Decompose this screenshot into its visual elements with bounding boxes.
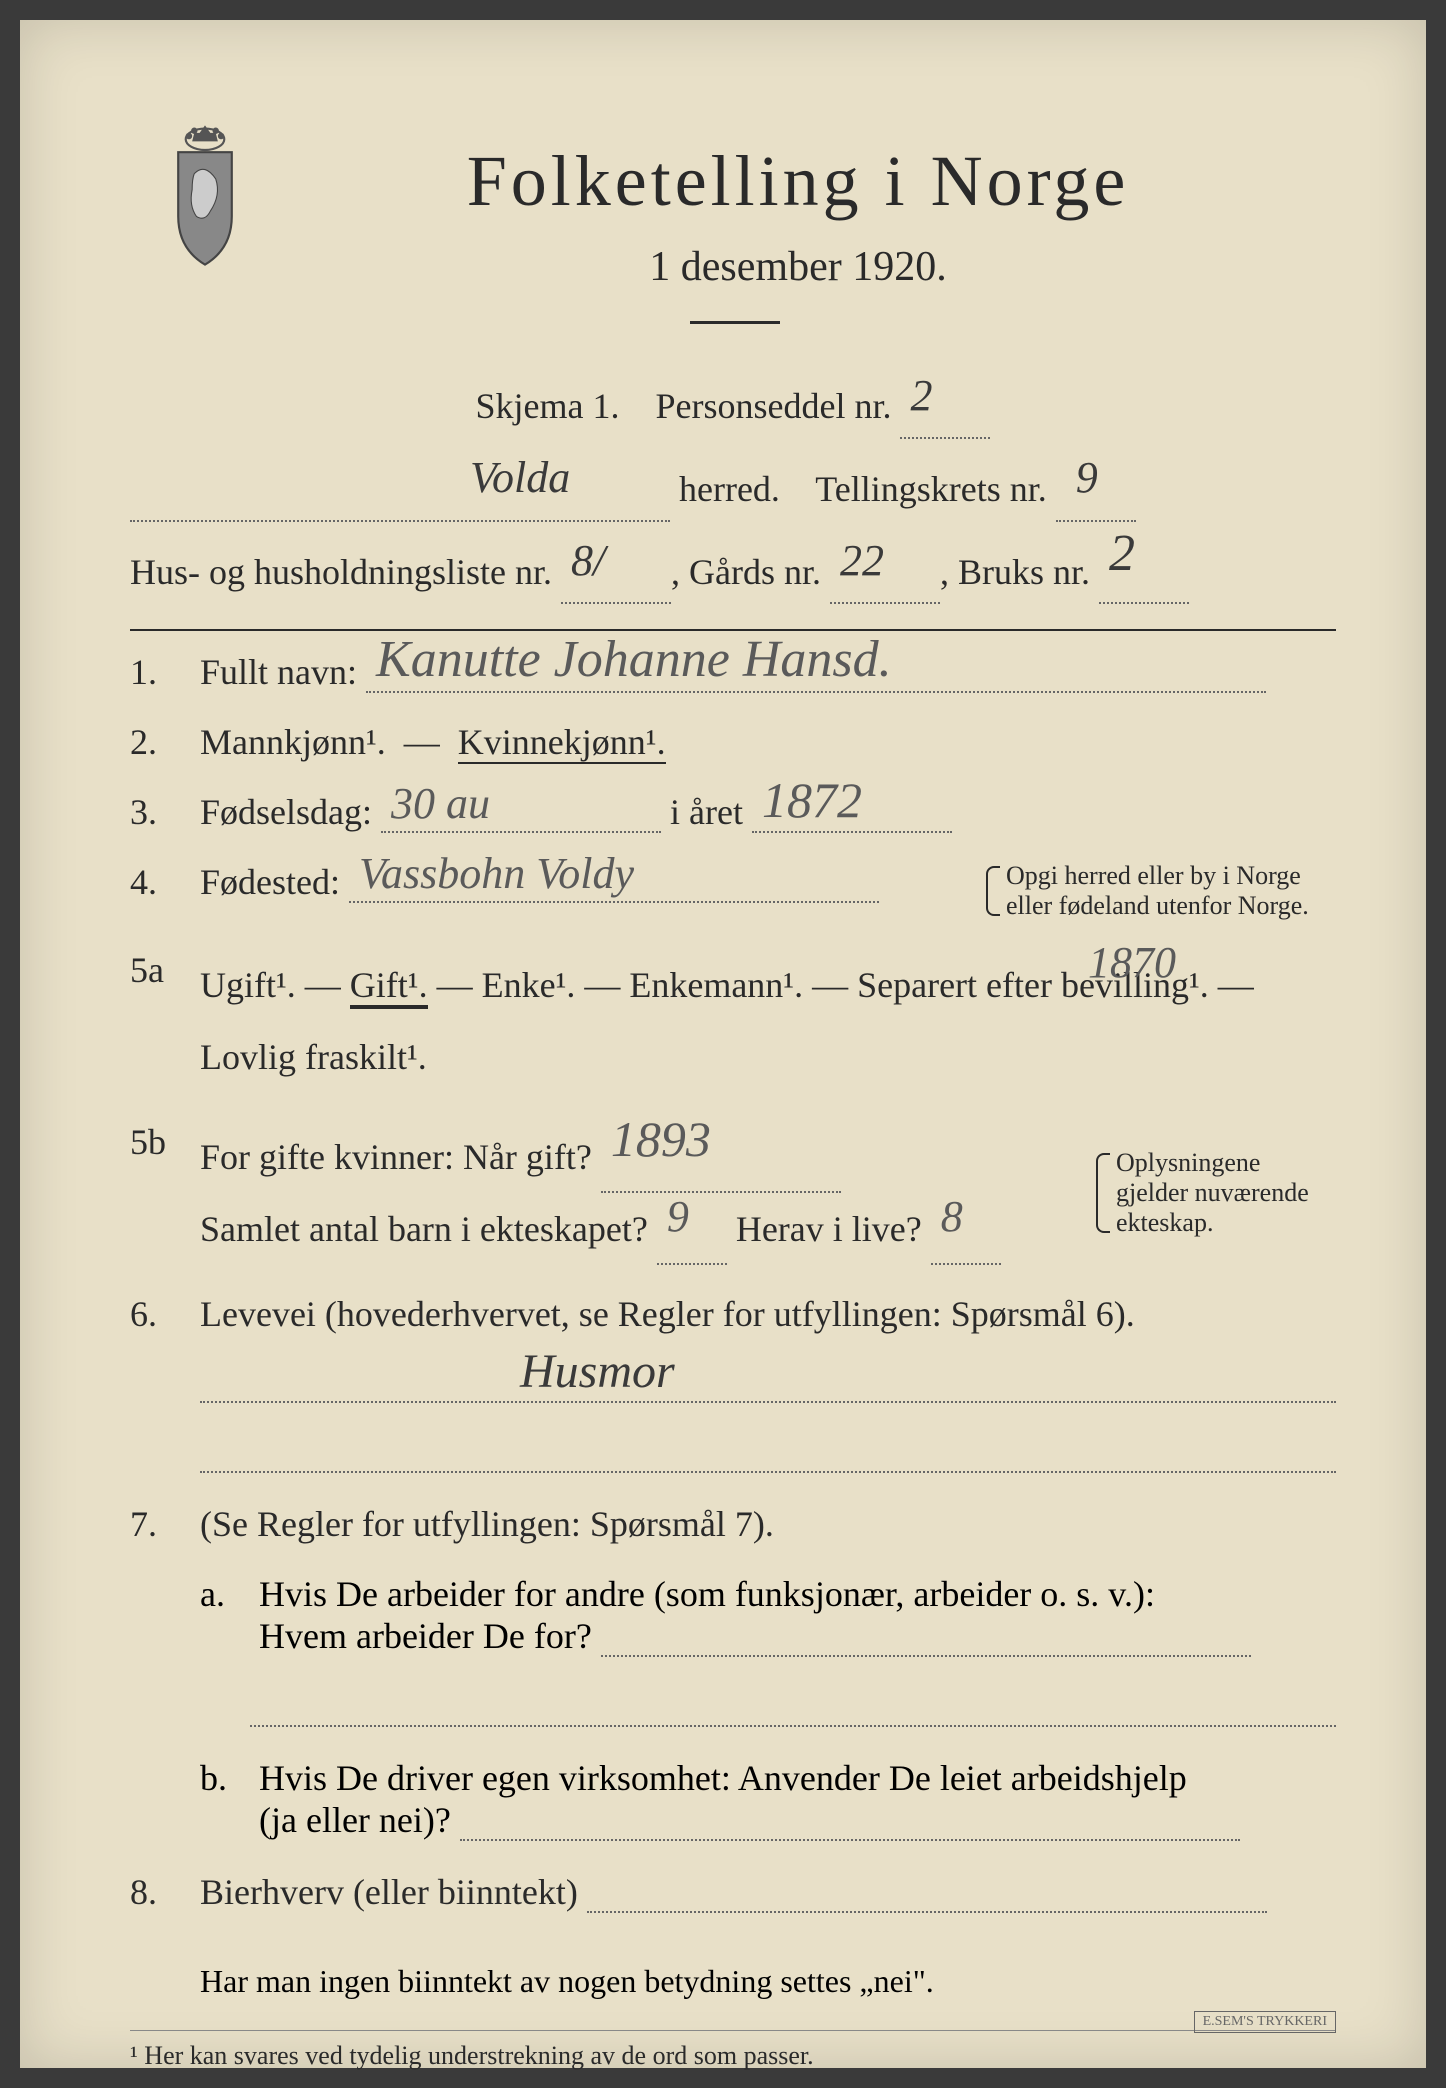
q5b-year: 1893: [611, 1089, 711, 1189]
q3-year-label: i året: [670, 792, 743, 832]
q2-kvinne: Kvinnekjønn¹.: [458, 722, 666, 764]
personseddel-nr: 2: [910, 356, 932, 435]
q5b-label3: Herav i live?: [736, 1209, 922, 1249]
printer-stamp: E.SEM'S TRYKKERI: [1194, 2011, 1336, 2033]
q4-value: Vassbohn Voldy: [359, 848, 634, 899]
q5b-label2: Samlet antal barn i ekteskapet?: [200, 1209, 648, 1249]
q1-label: Fullt navn:: [200, 652, 357, 692]
q3-num: 3.: [130, 791, 200, 833]
q5a: 5a Ugift¹. — Gift¹. — Enke¹. — Enkemann¹…: [130, 949, 1336, 1093]
herred-row: Volda herred. Tellingskrets nr. 9: [130, 457, 1336, 522]
main-title: Folketelling i Norge: [260, 140, 1336, 223]
hus-row: Hus- og husholdningsliste nr. 8/ , Gårds…: [130, 540, 1336, 605]
bruks-nr: 2: [1109, 507, 1135, 601]
bruks-label: Bruks nr.: [958, 552, 1090, 592]
q3: 3. Fødselsdag: 30 au i året 1872: [130, 791, 1336, 833]
tellingskrets-label: Tellingskrets nr.: [815, 469, 1046, 509]
q5b: 5b For gifte kvinner: Når gift? 1893 Sam…: [130, 1121, 1336, 1265]
q6-line1: Husmor: [200, 1363, 1336, 1403]
q6-line2: [200, 1433, 1336, 1473]
q4: 4. Fødested: Vassbohn Voldy Opgi herred …: [130, 861, 1336, 921]
q5b-barn: 9: [667, 1173, 689, 1261]
q8-num: 8.: [130, 1871, 200, 1913]
gards-label: Gårds nr.: [689, 552, 821, 592]
q1-num: 1.: [130, 651, 200, 693]
q5b-live: 8: [941, 1173, 963, 1261]
questions-section: 1. Fullt navn: Kanutte Johanne Hansd. 2.…: [130, 629, 1336, 2000]
q5a-fraskilt: Lovlig fraskilt¹.: [200, 1037, 427, 1077]
q7b-text1: Hvis De driver egen virksomhet: Anvender…: [259, 1758, 1187, 1798]
q2-mann: Mannkjønn¹.: [200, 722, 386, 762]
q6-num: 6.: [130, 1293, 200, 1335]
hus-label: Hus- og husholdningsliste nr.: [130, 552, 552, 592]
herred-label: herred.: [679, 469, 780, 509]
header: Folketelling i Norge 1 desember 1920.: [130, 140, 1336, 324]
q7a-text1: Hvis De arbeider for andre (som funksjon…: [259, 1574, 1155, 1614]
coat-of-arms-icon: [150, 120, 260, 270]
personseddel-label: Personseddel nr.: [656, 386, 892, 426]
q5b-note: Oplysningene gjelder nuværende ekteskap.: [1096, 1148, 1336, 1238]
hus-nr: 8/: [571, 521, 605, 600]
footnote: ¹ Her kan svares ved tydelig understrekn…: [130, 2030, 1336, 2071]
q7b-text2: (ja eller nei)?: [259, 1800, 451, 1840]
q7a-text2: Hvem arbeider De for?: [259, 1616, 592, 1656]
census-form-page: Folketelling i Norge 1 desember 1920. Sk…: [20, 20, 1426, 2068]
q7a: a. Hvis De arbeider for andre (som funks…: [200, 1573, 1336, 1657]
q4-label: Fødested:: [200, 862, 340, 902]
q6: 6. Levevei (hovederhvervet, se Regler fo…: [130, 1293, 1336, 1335]
q4-num: 4.: [130, 861, 200, 921]
skjema-row: Skjema 1. Personseddel nr. 2: [130, 374, 1336, 439]
tellingskrets-nr: 9: [1076, 438, 1098, 517]
q5a-ugift: Ugift¹.: [200, 965, 296, 1005]
gards-nr: 22: [840, 521, 884, 600]
divider: [690, 321, 780, 324]
q7a-line: [250, 1687, 1336, 1727]
q8-label: Bierhverv (eller biinntekt): [200, 1872, 578, 1912]
q5a-gift: Gift¹.: [350, 965, 428, 1009]
q6-value: Husmor: [520, 1344, 675, 1399]
q1: 1. Fullt navn: Kanutte Johanne Hansd.: [130, 651, 1336, 693]
q6-label: Levevei (hovederhvervet, se Regler for u…: [200, 1294, 1135, 1334]
q7b: b. Hvis De driver egen virksomhet: Anven…: [200, 1757, 1336, 1841]
q7: 7. (Se Regler for utfyllingen: Spørsmål …: [130, 1503, 1336, 1545]
q4-note: Opgi herred eller by i Norge eller fødel…: [986, 861, 1336, 921]
q5a-enke: Enke¹.: [482, 965, 576, 1005]
skjema-label: Skjema 1.: [476, 386, 620, 426]
q5b-num: 5b: [130, 1121, 200, 1265]
q5b-label1: For gifte kvinner: Når gift?: [200, 1137, 592, 1177]
q7-num: 7.: [130, 1503, 200, 1545]
q3-day: 30 au: [391, 778, 490, 829]
q1-value: Kanutte Johanne Hansd.: [376, 630, 892, 689]
q5a-enkemann: Enkemann¹.: [629, 965, 803, 1005]
q7a-num: a.: [200, 1573, 250, 1615]
footer-note: Har man ingen biinntekt av nogen betydni…: [200, 1963, 1336, 2000]
q2: 2. Mannkjønn¹. — Kvinnekjønn¹.: [130, 721, 1336, 763]
q7b-num: b.: [200, 1757, 250, 1799]
subtitle: 1 desember 1920.: [260, 243, 1336, 291]
q8: 8. Bierhverv (eller biinntekt): [130, 1871, 1336, 1913]
q5a-num: 5a: [130, 949, 200, 1093]
q3-year: 1872: [762, 771, 862, 829]
q5b-annotation: 1870: [1088, 919, 1176, 1007]
q7-label: (Se Regler for utfyllingen: Spørsmål 7).: [200, 1504, 774, 1544]
q3-label: Fødselsdag:: [200, 792, 372, 832]
herred-value: Volda: [470, 438, 570, 517]
q2-num: 2.: [130, 721, 200, 763]
